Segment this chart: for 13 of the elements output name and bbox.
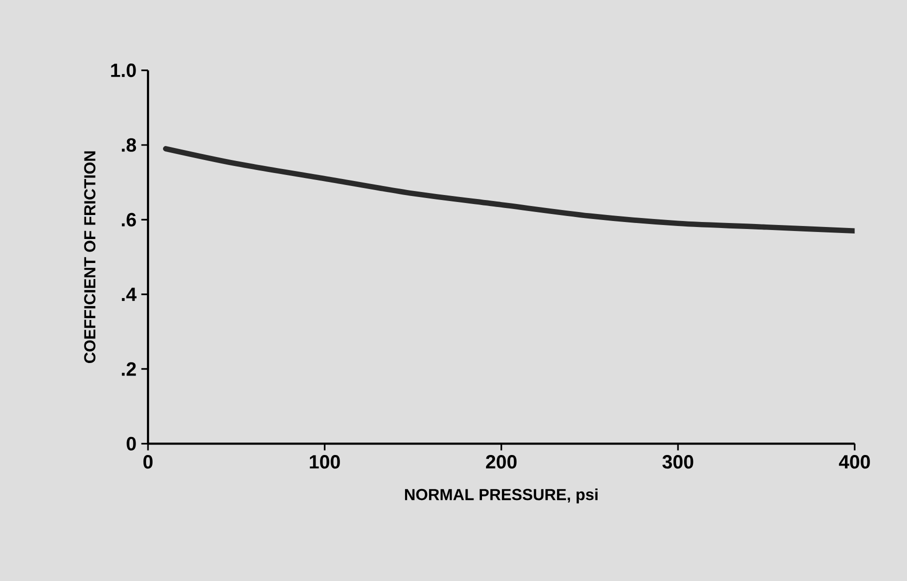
y-tick-label: 1.0 [111, 64, 136, 78]
x-tick-label: 100 [310, 455, 340, 469]
y-tick-label: 0 [126, 436, 136, 450]
x-tick-label: 0 [143, 455, 153, 469]
x-tick-label: 300 [662, 455, 694, 469]
y-tick-label: .2 [122, 362, 136, 376]
x-tick-label: 400 [838, 455, 870, 469]
y-tick-label: .8 [122, 138, 136, 152]
y-axis-title: COEFFICIENT OF FRICTION [84, 151, 96, 363]
y-tick-label: .4 [122, 288, 137, 301]
x-tick-label: 200 [486, 455, 517, 469]
x-axis-title: NORMAL PRESSURE, psi [405, 488, 598, 504]
y-tick-label: .6 [122, 212, 136, 226]
